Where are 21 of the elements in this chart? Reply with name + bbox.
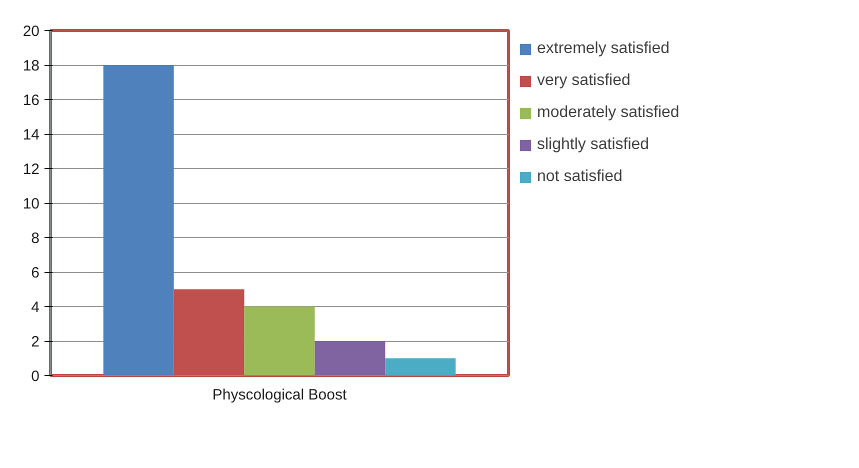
y-tick-label: 0 (31, 368, 40, 385)
legend-label: slightly satisfied (537, 136, 650, 154)
y-tick-label: 14 (22, 126, 40, 144)
y-tick-label: 8 (31, 230, 40, 247)
y-tick-label: 20 (22, 23, 40, 40)
legend-label: not satisfied (537, 168, 622, 186)
legend-label: very satisfied (537, 72, 630, 90)
bar (385, 358, 456, 376)
y-tick-label: 16 (22, 92, 40, 109)
bar (244, 306, 315, 376)
legend-label: moderately satisfied (537, 104, 680, 122)
x-tick-label: Physcological Boost (212, 386, 348, 404)
y-tick-label: 10 (22, 196, 40, 212)
bar (314, 341, 386, 376)
y-tick-label: 12 (22, 161, 40, 178)
y-tick-label: 6 (31, 264, 40, 282)
bar (103, 65, 174, 376)
y-tick-label: 4 (31, 299, 40, 316)
y-tick-label: 18 (22, 58, 40, 74)
legend-label: extremely satisfied (537, 40, 670, 58)
y-tick-label: 2 (31, 334, 40, 350)
